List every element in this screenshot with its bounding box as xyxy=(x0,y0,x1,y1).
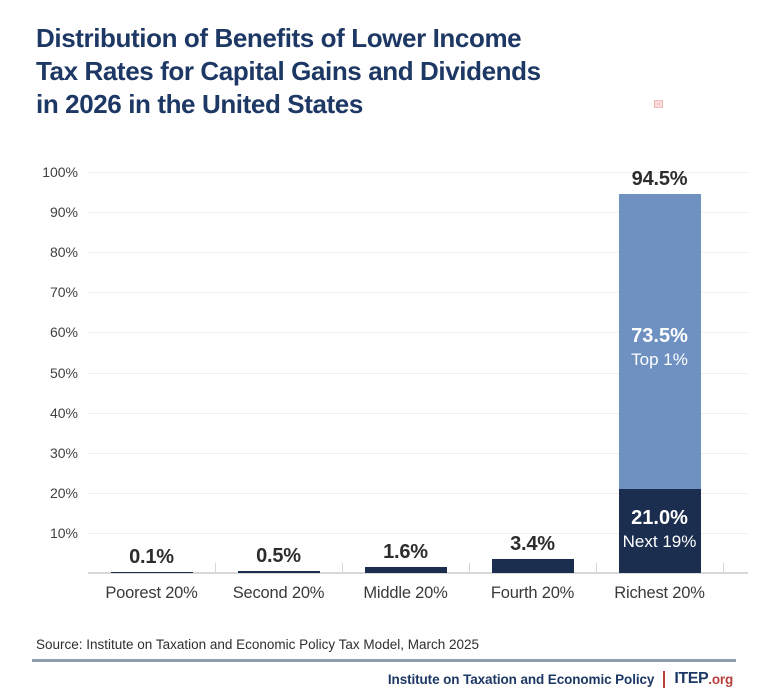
bar-segment-all xyxy=(110,572,193,573)
bar-segment-all xyxy=(491,559,574,573)
chart-title: Distribution of Benefits of Lower Income… xyxy=(36,22,686,121)
x-axis-boundary-tick xyxy=(723,563,724,573)
gridline xyxy=(88,412,748,414)
y-axis-tick-label: 70% xyxy=(49,284,78,301)
x-axis-boundary-tick xyxy=(596,563,597,573)
footer-branding: Institute on Taxation and Economic Polic… xyxy=(388,668,733,690)
gridline xyxy=(88,292,748,294)
bar-inner-value-label: 21.0% xyxy=(631,506,688,529)
bar-value-label: 94.5% xyxy=(631,168,688,191)
footer-org-name: Institute on Taxation and Economic Polic… xyxy=(387,671,655,687)
pink-artifact-icon xyxy=(654,100,663,108)
x-axis-line xyxy=(88,572,748,574)
bar-inner-value-label: 73.5% xyxy=(631,325,688,348)
x-axis-category-label: Richest 20% xyxy=(614,584,705,602)
bar-value-label: 1.6% xyxy=(383,540,428,563)
itep-logo-org-suffix: .org xyxy=(708,671,733,687)
x-axis-boundary-tick xyxy=(215,563,216,573)
y-axis-tick-label: 30% xyxy=(49,444,78,461)
bar-value-label: 0.5% xyxy=(256,544,301,567)
y-axis-tick-label: 100% xyxy=(42,164,78,180)
gridline xyxy=(88,372,748,374)
chart-title-line3: in 2026 in the United States xyxy=(36,89,363,119)
source-note: Source: Institute on Taxation and Econom… xyxy=(36,637,479,652)
y-axis-tick-label: 10% xyxy=(49,524,78,541)
bar-segment-all xyxy=(237,570,320,573)
gridline xyxy=(88,452,748,454)
bar-chart: 10% 20% 30% 40% 50% 60% 70% 80% 90% 100% 0.1% Poore… xyxy=(42,164,748,602)
chart-title-line1: Distribution of Benefits of Lower Income xyxy=(36,23,522,53)
x-axis-category-label: Poorest 20% xyxy=(105,584,198,602)
gridline xyxy=(88,252,748,254)
y-axis-tick-label: 80% xyxy=(49,244,78,261)
footer-divider xyxy=(32,659,736,662)
bar-value-label: 3.4% xyxy=(510,533,555,556)
x-axis-category-label: Second 20% xyxy=(232,584,325,602)
bar-inner-name-label: Next 19% xyxy=(622,531,697,551)
y-axis-tick-label: 40% xyxy=(49,404,78,421)
x-axis-category-label: Middle 20% xyxy=(363,584,448,602)
bar-value-label: 0.1% xyxy=(129,546,174,568)
bar-segment-all xyxy=(364,566,447,573)
bar-segment-next-19- xyxy=(618,488,701,573)
itep-logo: ITEP xyxy=(674,670,709,687)
gridline xyxy=(88,332,748,334)
y-axis-tick-label: 20% xyxy=(49,484,78,501)
gridline xyxy=(88,492,748,494)
bar-inner-name-label: Top 1% xyxy=(631,350,688,370)
x-axis-boundary-tick xyxy=(469,563,470,573)
footer-pipe-divider xyxy=(663,670,666,688)
x-axis-boundary-tick xyxy=(342,563,343,573)
gridline xyxy=(88,172,748,173)
y-axis-tick-label: 90% xyxy=(49,204,78,221)
y-axis-tick-label: 60% xyxy=(49,324,78,341)
gridline xyxy=(88,532,748,534)
gridline xyxy=(88,212,748,214)
x-axis-category-label: Fourth 20% xyxy=(490,584,575,602)
y-axis-tick-label: 50% xyxy=(49,364,78,381)
chart-title-line2: Tax Rates for Capital Gains and Dividend… xyxy=(36,56,541,86)
bar-segment-top-1- xyxy=(618,194,701,489)
